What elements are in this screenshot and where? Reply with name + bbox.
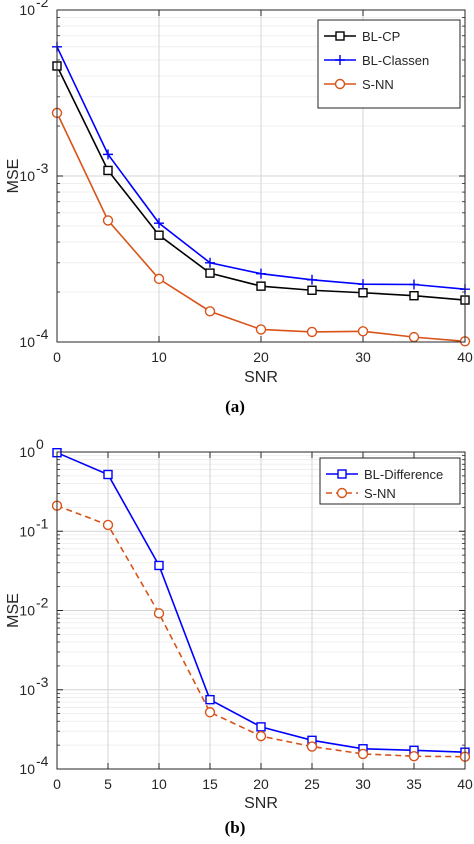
y-tick-label-exponent: -1 — [36, 515, 49, 531]
y-tick-label-exponent: -2 — [36, 0, 49, 10]
x-axis-label: SNR — [244, 369, 278, 386]
x-tick-label: 20 — [253, 349, 269, 365]
data-point-square — [103, 165, 113, 176]
axes-box — [56, 9, 466, 343]
x-tick-label: 10 — [151, 349, 167, 365]
chart-b: 10-410-310-210-110 00 5 10 15 20 25 30 35 40BL-Di… — [5, 436, 473, 837]
data-point-square — [409, 291, 419, 301]
x-tick-label: 5 — [104, 776, 112, 792]
data-point-square — [103, 469, 113, 480]
legend-label: S-NN — [364, 486, 396, 501]
x-tick-label: 10 — [151, 776, 167, 792]
y-tick-label-exponent: 0 — [36, 436, 44, 452]
legend-label: BL-CP — [362, 29, 400, 44]
y-tick-label-base: 10 — [19, 761, 35, 777]
x-tick-label: 35 — [406, 776, 422, 792]
axes-box — [56, 451, 466, 770]
x-tick-label: 0 — [53, 349, 61, 365]
x-tick-label: 40 — [457, 349, 473, 365]
data-point-circle — [408, 331, 420, 343]
y-tick-label-exponent: -2 — [36, 595, 49, 611]
y-tick-label-exponent: -4 — [36, 753, 49, 769]
y-tick-label-exponent: -3 — [36, 674, 49, 690]
legend-marker-plus — [335, 55, 345, 65]
data-point-circle — [102, 519, 114, 531]
legend-label: BL-Classen — [362, 53, 429, 68]
data-point-square — [256, 281, 266, 291]
data-point-square — [154, 560, 164, 571]
legend-marker-square — [337, 469, 347, 479]
x-tick-label: 25 — [304, 776, 320, 792]
data-point-circle — [153, 608, 165, 619]
y-tick-label-exponent: -4 — [36, 326, 49, 342]
y-axis-label: MSE — [5, 159, 22, 194]
data-point-plus — [103, 149, 113, 160]
x-tick-label: 30 — [355, 349, 371, 365]
data-point-circle — [306, 741, 318, 752]
data-point-plus — [154, 218, 164, 229]
x-tick-label: 30 — [355, 776, 371, 792]
legend-label: S-NN — [362, 77, 394, 92]
y-tick-label-base: 10 — [19, 168, 35, 184]
data-point-square — [205, 694, 215, 705]
y-tick-label-base: 10 — [19, 603, 35, 619]
data-point-plus — [409, 279, 419, 290]
data-point-circle — [153, 273, 165, 285]
y-tick-label-base: 10 — [19, 334, 35, 350]
data-point-square — [154, 230, 164, 240]
data-point-circle — [204, 306, 216, 317]
y-tick-label-base: 10 — [19, 523, 35, 539]
data-point-circle — [255, 730, 267, 742]
data-point-plus — [205, 257, 215, 268]
data-point-circle — [357, 326, 369, 337]
data-point-square — [256, 722, 266, 732]
data-point-circle — [255, 324, 267, 335]
legend-marker-square — [335, 31, 345, 41]
data-point-square — [205, 268, 215, 278]
data-point-circle — [204, 707, 216, 718]
data-point-square — [307, 285, 317, 295]
x-tick-label: 0 — [53, 776, 61, 792]
y-tick-label-base: 10 — [19, 682, 35, 698]
legend-label: BL-Difference — [364, 467, 443, 482]
x-tick-label: 15 — [202, 776, 218, 792]
data-point-circle — [408, 751, 420, 762]
chart-a: 10 -410 -310 -20 10 20 30 40BL-CPBL-ClassenS-NN… — [5, 0, 473, 416]
x-axis-label: SNR — [244, 795, 278, 812]
subfigure-label: (a) — [225, 397, 245, 416]
data-point-plus — [358, 279, 368, 290]
y-tick-label-exponent: -3 — [36, 160, 49, 176]
data-point-circle — [357, 748, 369, 760]
y-axis-label: MSE — [5, 593, 22, 628]
data-point-circle — [102, 215, 114, 226]
data-point-plus — [256, 268, 266, 279]
data-point-circle — [306, 326, 318, 338]
legend-marker-circle — [334, 78, 346, 90]
data-point-plus — [307, 274, 317, 285]
data-point-square — [358, 288, 368, 298]
x-tick-label: 40 — [457, 776, 473, 792]
subfigure-label: (b) — [225, 818, 246, 837]
x-tick-label: 20 — [253, 776, 269, 792]
y-tick-label-base: 10 — [19, 2, 35, 18]
y-tick-label-base: 10 — [19, 444, 35, 460]
legend-marker-circle — [336, 487, 348, 499]
